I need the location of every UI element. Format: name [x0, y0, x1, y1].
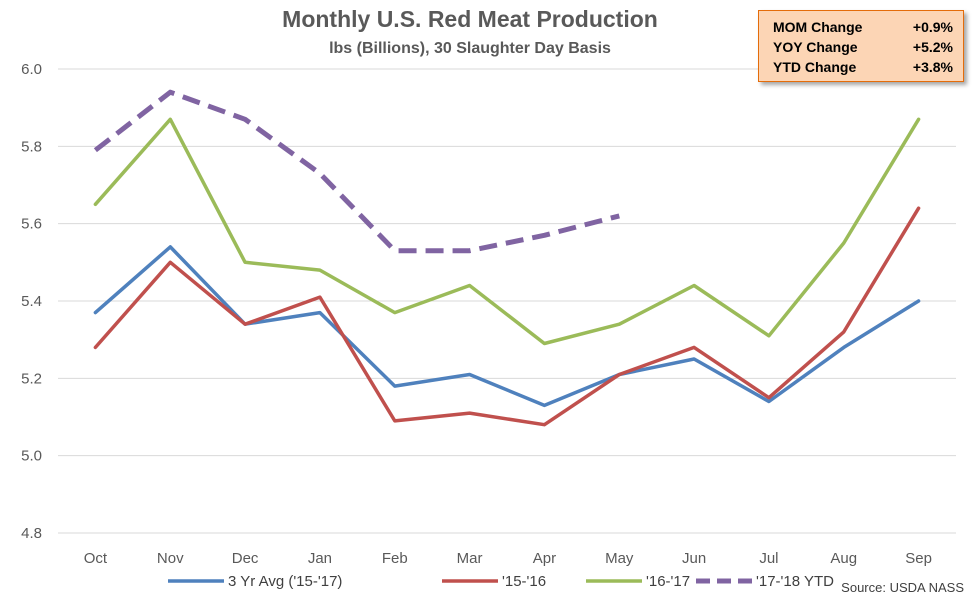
- y-tick-label: 5.0: [21, 448, 42, 465]
- x-tick-label: Aug: [830, 550, 857, 567]
- x-tick-label: Nov: [157, 550, 184, 567]
- source-note: Source: USDA NASS: [841, 580, 964, 595]
- x-tick-label: Mar: [457, 550, 483, 567]
- legend: 3 Yr Avg ('15-'17) '15-'16 '16-'17 '17-'18 …: [168, 573, 834, 590]
- y-tick-label: 5.2: [21, 370, 42, 387]
- legend-label: '16-'17: [646, 573, 690, 590]
- y-tick-label: 5.8: [21, 138, 42, 155]
- stat-label: YOY Change: [773, 39, 858, 55]
- series-line-1: [93, 206, 921, 427]
- x-tick-label: Feb: [382, 550, 408, 567]
- stat-value: +5.2%: [912, 39, 953, 55]
- y-tick-label: 5.4: [21, 293, 42, 310]
- gridlines: [58, 68, 956, 534]
- series-line-0: [93, 245, 921, 408]
- legend-label: '17-'18 YTD: [756, 573, 834, 590]
- x-tick-label: May: [605, 550, 634, 567]
- x-tick-label: Jan: [308, 550, 332, 567]
- x-tick-label: Sep: [905, 550, 932, 567]
- x-axis-tick-labels: Oct Nov Dec Jan Feb Mar Apr May Jun Jul Aug Sep: [84, 550, 932, 567]
- y-tick-label: 5.6: [21, 216, 42, 233]
- stat-row-mom: MOM Change +0.9%: [773, 17, 953, 37]
- y-tick-label: 6.0: [21, 61, 42, 78]
- legend-label: '15-'16: [502, 573, 546, 590]
- x-tick-label: Jul: [759, 550, 778, 567]
- x-tick-label: Dec: [232, 550, 259, 567]
- chart-title: Monthly U.S. Red Meat Production: [282, 6, 658, 32]
- x-tick-label: Apr: [533, 550, 556, 567]
- series-line-3: [93, 89, 620, 254]
- y-axis-tick-labels: 4.8 5.0 5.2 5.4 5.6 5.8 6.0: [21, 61, 42, 542]
- stat-label: YTD Change: [773, 59, 857, 75]
- x-tick-label: Jun: [682, 550, 706, 567]
- series-line-2: [93, 117, 921, 346]
- legend-label: 3 Yr Avg ('15-'17): [228, 573, 342, 590]
- x-tick-label: Oct: [84, 550, 108, 567]
- chart-subtitle: lbs (Billions), 30 Slaughter Day Basis: [329, 40, 611, 57]
- change-stats-box: MOM Change +0.9% YOY Change +5.2% YTD Ch…: [758, 10, 964, 82]
- stat-label: MOM Change: [773, 19, 863, 35]
- y-tick-label: 4.8: [21, 525, 42, 542]
- stat-row-yoy: YOY Change +5.2%: [773, 37, 953, 57]
- series-lines: [93, 89, 921, 427]
- stat-value: +0.9%: [912, 19, 953, 35]
- stat-value: +3.8%: [912, 59, 953, 75]
- stat-row-ytd: YTD Change +3.8%: [773, 57, 953, 77]
